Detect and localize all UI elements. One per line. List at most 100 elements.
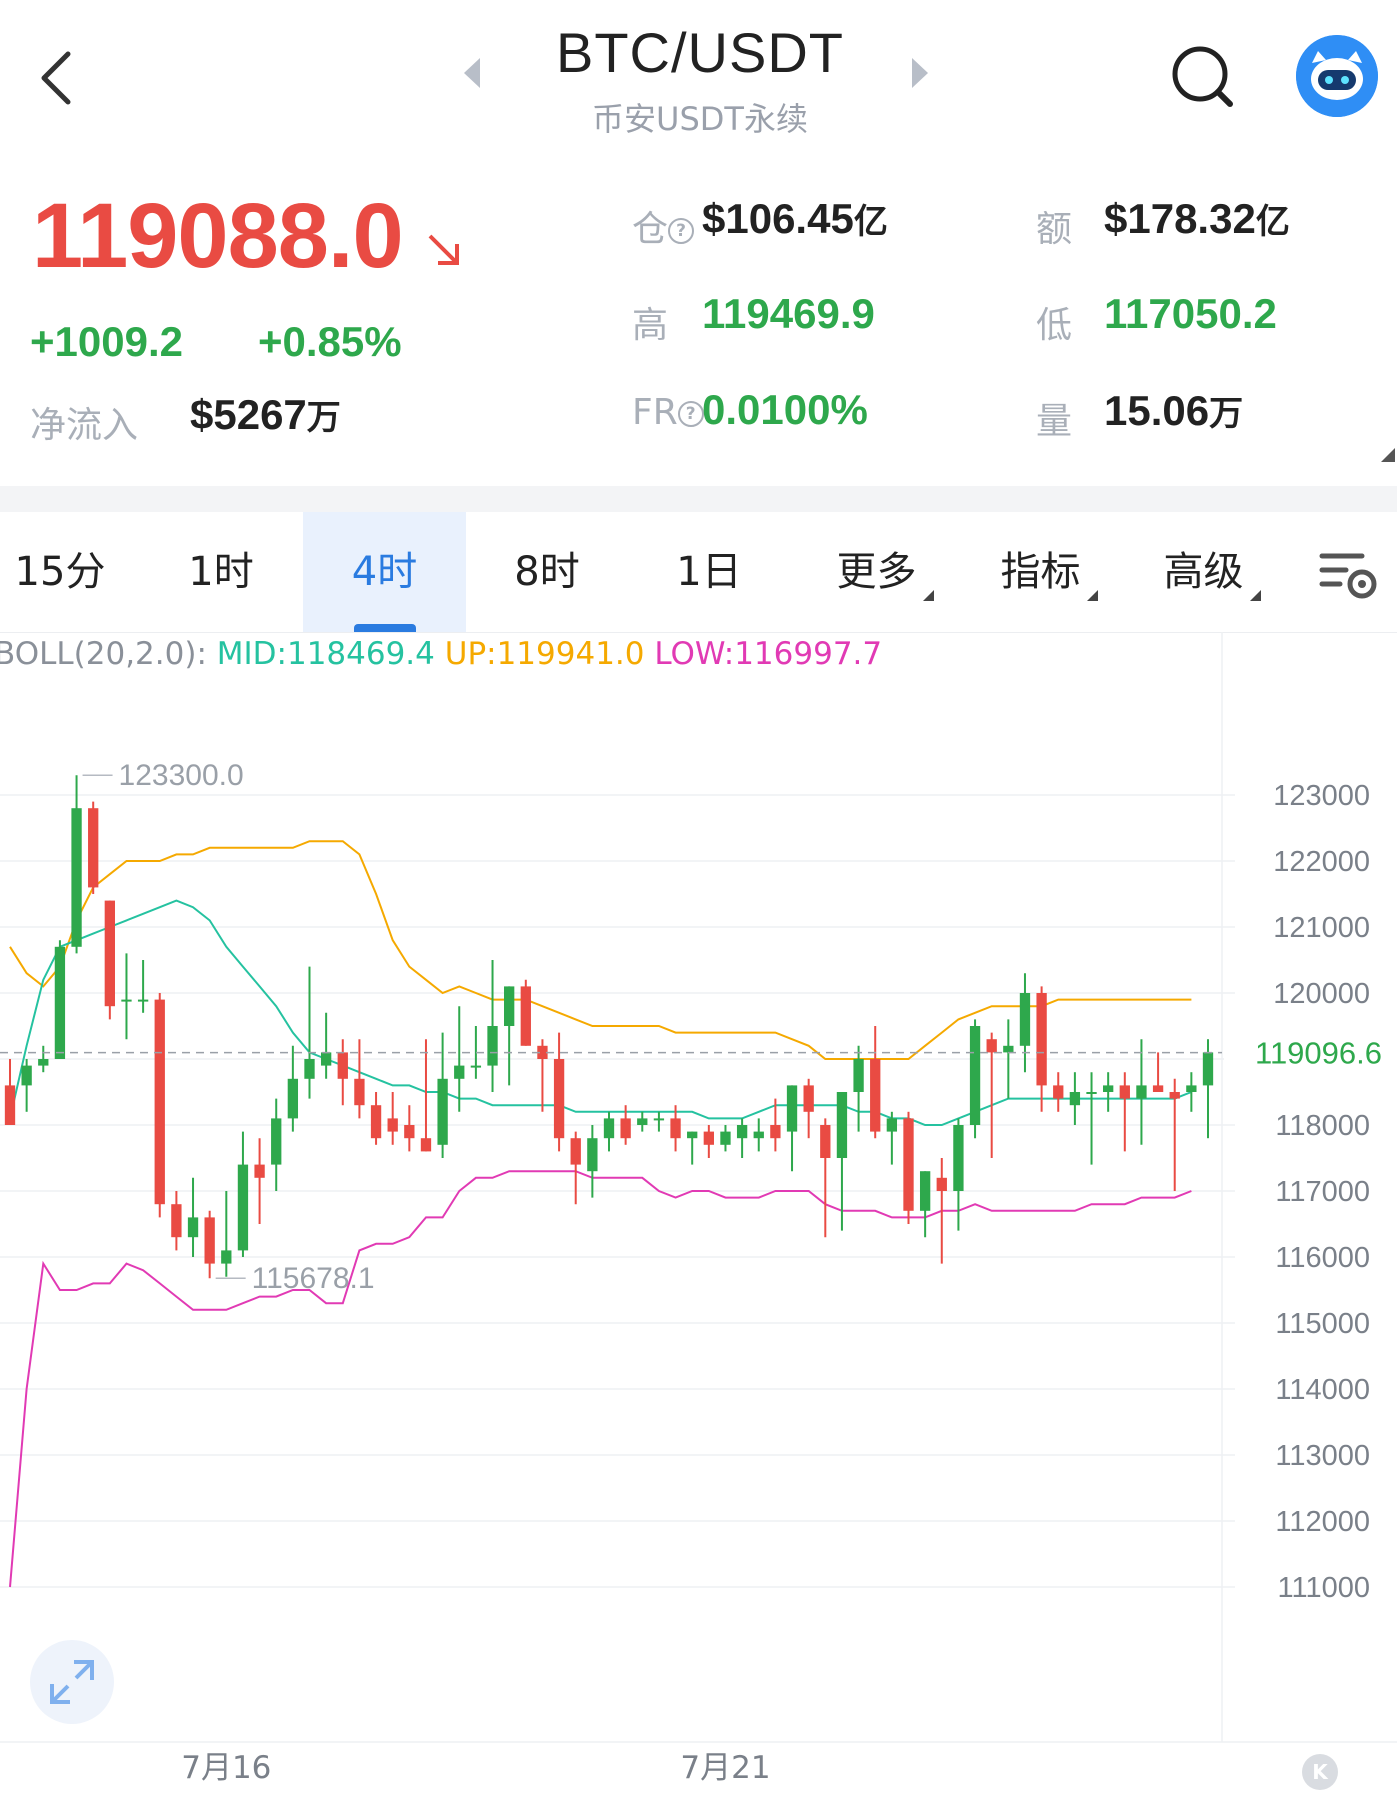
tab-4h[interactable]: 4时 [303,512,466,632]
exchange-subtitle: 币安USDT永续 [592,100,808,138]
max-price-label: 123300.0 [119,759,244,792]
chart-settings-button[interactable] [1318,546,1380,602]
open-interest-label: 仓? [632,200,695,252]
boll-mid-line [9,899,1192,1126]
candle-body [969,1026,981,1125]
top-bar: BTC/USDT 币安USDT永续 [0,0,1397,170]
y-tick-label: 116000 [1275,1242,1370,1274]
dropdown-icon [1249,590,1261,601]
funding-rate-value: 0.0100% [702,386,868,433]
price-change-abs: +1009.2 [30,318,183,365]
chart-settings-icon [1319,553,1377,599]
open-interest-value: $106.45亿 [702,195,888,242]
candle-body [820,1125,831,1158]
dropdown-icon [1086,590,1098,601]
candle-body [753,1131,764,1139]
help-icon[interactable]: ? [677,401,704,427]
current-price-label: 119096.6 [1255,1036,1382,1071]
tab-advanced[interactable]: 高级 [1147,512,1277,632]
candle-body [720,1131,731,1145]
x-tick-label: 7月21 [680,1750,770,1786]
candle-body [1119,1085,1130,1099]
candle-body [770,1125,781,1139]
tab-15m[interactable]: 15分 [14,549,106,595]
candle-body [370,1105,382,1139]
candle-body [1169,1092,1180,1099]
high-value: 119469.9 [702,290,875,337]
scroll-to-latest-button[interactable]: K [1302,1754,1338,1790]
dropdown-icon [922,590,934,601]
candle-body [121,999,132,1002]
candle-body [1053,1085,1064,1099]
candle-body [886,1118,898,1132]
candle-body [919,1171,931,1211]
candle-body [587,1138,598,1172]
candle-body [1036,993,1047,1086]
prev-symbol-icon[interactable] [464,58,480,88]
candle-body [254,1164,265,1178]
candle-body [104,900,115,1007]
y-tick-label: 115000 [1275,1308,1370,1340]
candle-body [304,1059,315,1079]
low-value: 117050.2 [1104,290,1277,337]
candle-body [836,1092,848,1158]
kline-chart[interactable]: 1230001220001210001200001190001180001170… [0,632,1397,1794]
tab-8h[interactable]: 8时 [514,549,580,595]
expand-arrows-icon [50,1660,94,1704]
kline-chart-svg[interactable]: 1230001220001210001200001190001180001170… [0,632,1397,1794]
expand-stats-icon[interactable] [1381,448,1395,462]
x-tick-label: 7月16 [181,1750,271,1786]
candle-body [1136,1085,1147,1099]
y-tick-label: 117000 [1275,1176,1370,1208]
tab-indicators[interactable]: 指标 [984,512,1114,632]
candle-body [1202,1052,1214,1086]
candle-body [38,1059,49,1066]
boll-prefix: BOLL(20,2.0): [0,636,207,672]
fullscreen-button[interactable] [30,1640,114,1724]
candle-body [404,1125,415,1139]
symbol-title[interactable]: BTC/USDT [556,21,844,84]
y-tick-label: 114000 [1275,1374,1370,1406]
candle-body [4,1085,16,1125]
boll-lower-line [9,1170,1192,1588]
help-icon[interactable]: ? [668,218,695,244]
down-trend-icon [428,234,459,265]
next-symbol-icon[interactable] [912,58,928,88]
candle-body [154,999,165,1205]
market-stats: 119088.0 +1009.2 +0.85% 净流入 $5267万 仓? $1… [0,170,1397,480]
candle-body [687,1131,698,1139]
candle-body [603,1118,615,1139]
y-tick-label: 113000 [1275,1440,1370,1472]
candle-body [1186,1085,1197,1092]
candle-body [520,986,531,1046]
tab-1h[interactable]: 1时 [188,549,254,595]
candle-body [387,1118,398,1132]
candle-body [903,1118,914,1211]
y-tick-label: 118000 [1275,1110,1370,1142]
candle-body [803,1085,814,1112]
y-tick-label: 123000 [1273,780,1370,812]
candle-body [1103,1085,1114,1092]
y-tick-label: 121000 [1273,912,1370,944]
back-button[interactable] [30,40,90,110]
candle-body [454,1065,465,1079]
candle-body [470,1065,482,1068]
candle-body [553,1059,565,1139]
avatar[interactable] [1296,35,1378,117]
candle-body [487,1026,498,1066]
tab-more[interactable]: 更多 [820,512,950,632]
last-price: 119088.0 [32,185,404,287]
candle-body [986,1039,997,1053]
candle-body [420,1138,432,1152]
candle-body [870,1059,881,1132]
tab-1d[interactable]: 1日 [676,549,742,595]
y-tick-label: 112000 [1275,1506,1370,1538]
boll-upper-line [9,840,1192,1060]
net-inflow-label: 净流入 [30,405,139,446]
candle-body [171,1204,182,1238]
candle-body [71,808,82,947]
current-price-tag [1224,1028,1394,1077]
candle-body [570,1138,581,1165]
candle-body [1152,1085,1164,1092]
search-button[interactable] [1166,40,1240,114]
